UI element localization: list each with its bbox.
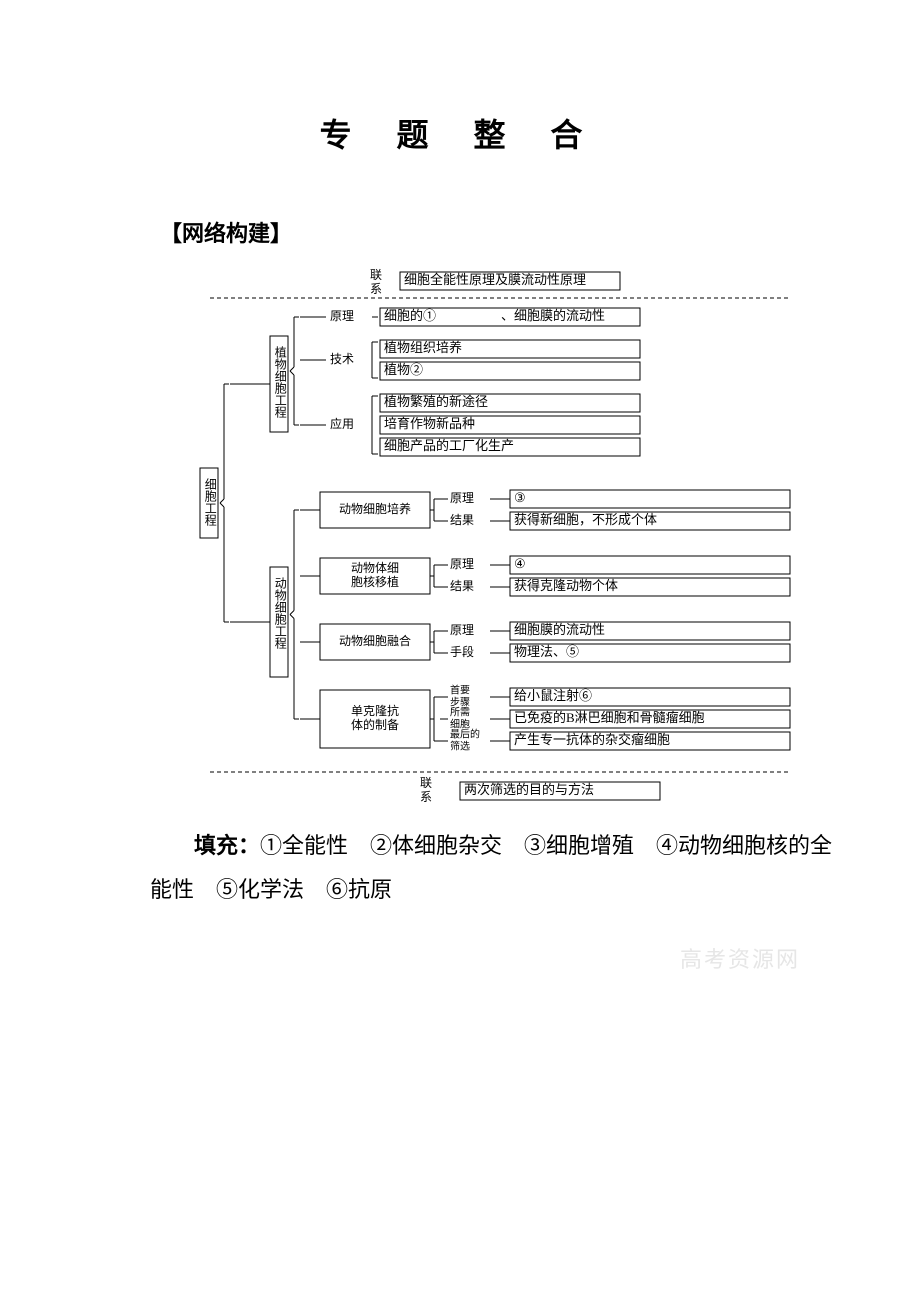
svg-text:已免疫的B淋巴细胞和骨髓瘤细胞: 已免疫的B淋巴细胞和骨髓瘤细胞 <box>514 710 705 725</box>
svg-text:体的制备: 体的制备 <box>351 717 399 732</box>
svg-text:手段: 手段 <box>450 644 474 659</box>
svg-text:细胞的① 、细胞膜的流动性: 细胞的① 、细胞膜的流动性 <box>384 308 605 323</box>
svg-text:筛选: 筛选 <box>450 739 470 752</box>
fill-answers: 填充：①全能性 ②体细胞杂交 ③细胞增殖 ④动物细胞核的全能性 ⑤化学法 ⑥抗原 <box>60 824 860 912</box>
svg-text:系: 系 <box>370 282 382 296</box>
svg-text:单克隆抗: 单克隆抗 <box>351 703 399 718</box>
svg-text:植物组织培养: 植物组织培养 <box>384 340 462 355</box>
svg-text:植物繁殖的新途径: 植物繁殖的新途径 <box>384 394 488 409</box>
svg-text:细胞产品的工厂化生产: 细胞产品的工厂化生产 <box>384 438 514 453</box>
svg-text:获得新细胞，不形成个体: 获得新细胞，不形成个体 <box>514 512 657 527</box>
svg-text:植物②: 植物② <box>384 362 514 377</box>
svg-text:胞核移植: 胞核移植 <box>351 574 399 589</box>
svg-text:细胞工程: 细胞工程 <box>203 478 217 527</box>
svg-text:③: ③ <box>514 490 526 505</box>
svg-text:植物细胞工程: 植物细胞工程 <box>273 345 287 419</box>
svg-text:给小鼠注射⑥: 给小鼠注射⑥ <box>514 688 592 703</box>
svg-text:细胞全能性原理及膜流动性原理: 细胞全能性原理及膜流动性原理 <box>404 272 586 287</box>
svg-text:细胞膜的流动性: 细胞膜的流动性 <box>514 622 605 637</box>
svg-text:获得克隆动物个体: 获得克隆动物个体 <box>514 578 618 593</box>
svg-text:原理: 原理 <box>450 491 474 505</box>
svg-text:动物细胞融合: 动物细胞融合 <box>339 633 411 648</box>
svg-text:动物细胞工程: 动物细胞工程 <box>273 577 287 650</box>
svg-text:联: 联 <box>370 268 382 282</box>
fill-label: 填充： <box>194 833 260 858</box>
svg-text:所需: 所需 <box>450 706 470 718</box>
svg-text:产生专一抗体的杂交瘤细胞: 产生专一抗体的杂交瘤细胞 <box>514 732 670 747</box>
svg-text:动物细胞培养: 动物细胞培养 <box>339 501 411 516</box>
svg-text:联: 联 <box>420 776 432 790</box>
svg-text:培育作物新品种: 培育作物新品种 <box>384 416 475 431</box>
svg-text:首要: 首要 <box>450 683 470 696</box>
svg-text:④: ④ <box>514 556 526 571</box>
svg-text:系: 系 <box>420 790 432 804</box>
svg-text:技术: 技术 <box>330 352 354 366</box>
section-heading: 【网络构建】 <box>160 216 860 248</box>
page-title: 专 题 整 合 <box>60 110 860 156</box>
concept-tree-diagram: 联系细胞全能性原理及膜流动性原理原理细胞的① 、细胞膜的流动性技术植物组织培养植… <box>180 260 820 812</box>
svg-text:原理: 原理 <box>330 309 354 323</box>
svg-text:两次筛选的目的与方法: 两次筛选的目的与方法 <box>464 782 594 797</box>
svg-text:动物体细: 动物体细 <box>351 561 399 575</box>
svg-text:原理: 原理 <box>450 623 474 637</box>
svg-text:结果: 结果 <box>450 579 474 593</box>
svg-text:原理: 原理 <box>450 557 474 571</box>
svg-text:物理法、⑤: 物理法、⑤ <box>514 644 579 659</box>
svg-text:结果: 结果 <box>450 513 474 527</box>
svg-text:最后的: 最后的 <box>450 727 480 740</box>
watermark-text: 高考资源网 <box>60 942 860 974</box>
svg-text:应用: 应用 <box>330 416 354 431</box>
